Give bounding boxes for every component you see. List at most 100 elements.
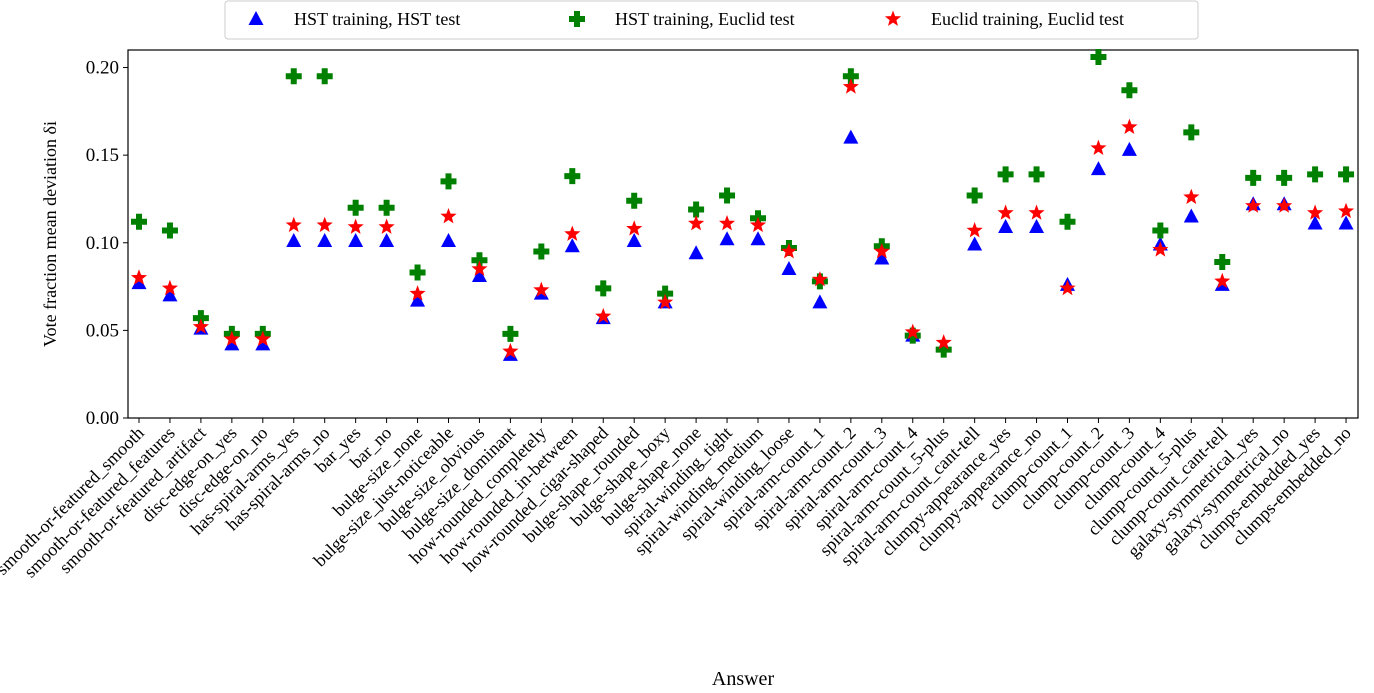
data-point bbox=[842, 78, 859, 94]
data-point bbox=[161, 222, 178, 239]
data-point bbox=[502, 325, 519, 342]
data-point bbox=[255, 336, 271, 351]
data-point bbox=[1245, 197, 1262, 213]
data-point bbox=[719, 231, 735, 246]
y-tick-label: 0.00 bbox=[86, 408, 119, 429]
data-point bbox=[997, 204, 1014, 220]
legend-label: Euclid training, Euclid test bbox=[931, 9, 1124, 29]
data-point bbox=[347, 218, 364, 234]
data-point bbox=[1338, 215, 1354, 230]
data-point bbox=[904, 323, 921, 339]
y-tick-label: 0.10 bbox=[86, 233, 119, 254]
data-point bbox=[1183, 124, 1200, 141]
data-point bbox=[564, 238, 580, 253]
legend-box bbox=[224, 0, 1199, 40]
data-point bbox=[657, 285, 674, 302]
data-point bbox=[316, 216, 333, 233]
data-point bbox=[719, 187, 736, 204]
legend-label: HST training, HST test bbox=[294, 9, 460, 29]
data-point bbox=[192, 318, 209, 334]
legend-label: HST training, Euclid test bbox=[615, 9, 795, 29]
data-point bbox=[564, 225, 581, 241]
data-point bbox=[409, 264, 426, 281]
data-point bbox=[502, 342, 519, 359]
data-point bbox=[812, 294, 828, 309]
data-point bbox=[378, 218, 395, 234]
data-point bbox=[595, 280, 612, 297]
data-point bbox=[781, 261, 797, 276]
data-point bbox=[657, 293, 674, 310]
data-point bbox=[410, 292, 426, 307]
data-point bbox=[595, 307, 612, 324]
data-point bbox=[966, 187, 983, 204]
data-point bbox=[1245, 169, 1262, 186]
data-point bbox=[471, 268, 487, 283]
data-point bbox=[626, 192, 643, 209]
data-point bbox=[966, 222, 983, 238]
data-point bbox=[285, 68, 302, 85]
data-point bbox=[688, 201, 705, 218]
data-point bbox=[1214, 272, 1231, 289]
plot-frame bbox=[127, 49, 1359, 419]
data-point bbox=[316, 68, 333, 85]
data-point bbox=[1307, 215, 1323, 230]
data-point bbox=[719, 215, 736, 231]
data-point bbox=[286, 233, 302, 248]
data-point bbox=[1276, 197, 1293, 213]
data-point bbox=[1307, 166, 1324, 183]
data-point bbox=[131, 275, 147, 290]
legend-marker bbox=[884, 10, 902, 26]
data-point bbox=[750, 231, 766, 246]
data-point bbox=[161, 279, 178, 296]
data-point bbox=[843, 129, 859, 144]
data-point bbox=[440, 208, 457, 224]
data-point bbox=[1183, 188, 1200, 205]
data-point bbox=[1214, 254, 1231, 271]
data-point bbox=[192, 310, 209, 327]
data-point bbox=[1183, 208, 1199, 223]
y-axis-label: Vote fraction mean deviation δi bbox=[40, 121, 60, 347]
data-point bbox=[162, 287, 178, 302]
data-point bbox=[254, 330, 271, 346]
x-axis-label: Answer bbox=[712, 668, 775, 690]
data-point bbox=[998, 218, 1014, 233]
data-point bbox=[1276, 169, 1293, 186]
data-point bbox=[1090, 161, 1106, 176]
data-point bbox=[1121, 118, 1138, 134]
data-point bbox=[1029, 218, 1045, 233]
data-point bbox=[285, 216, 302, 233]
y-tick-label: 0.15 bbox=[86, 145, 119, 166]
data-point bbox=[1090, 139, 1107, 155]
data-point bbox=[1028, 204, 1045, 220]
data-point bbox=[997, 166, 1014, 183]
data-point bbox=[348, 233, 364, 248]
data-point bbox=[626, 220, 643, 236]
data-point bbox=[1338, 166, 1355, 183]
data-point bbox=[1121, 141, 1137, 156]
data-point bbox=[749, 216, 767, 233]
data-point bbox=[1338, 202, 1355, 219]
data-point bbox=[223, 330, 240, 346]
data-point bbox=[935, 334, 952, 350]
legend-marker bbox=[569, 11, 585, 27]
data-point bbox=[811, 271, 828, 287]
data-point bbox=[533, 281, 550, 297]
data-point bbox=[1307, 204, 1324, 220]
data-point bbox=[1152, 241, 1169, 257]
data-point bbox=[780, 243, 797, 259]
data-point bbox=[873, 243, 890, 259]
data-point bbox=[1059, 213, 1076, 230]
data-point bbox=[1152, 222, 1169, 239]
data-point bbox=[379, 233, 395, 248]
data-point bbox=[471, 252, 488, 269]
y-tick-label: 0.20 bbox=[86, 58, 119, 79]
data-point bbox=[224, 336, 240, 351]
data-point bbox=[874, 250, 890, 265]
data-point bbox=[378, 199, 395, 216]
data-point bbox=[441, 233, 456, 248]
data-point bbox=[440, 173, 457, 190]
data-point bbox=[1121, 82, 1138, 99]
data-point bbox=[317, 233, 333, 248]
legend-marker bbox=[248, 11, 264, 25]
data-point bbox=[409, 285, 426, 301]
